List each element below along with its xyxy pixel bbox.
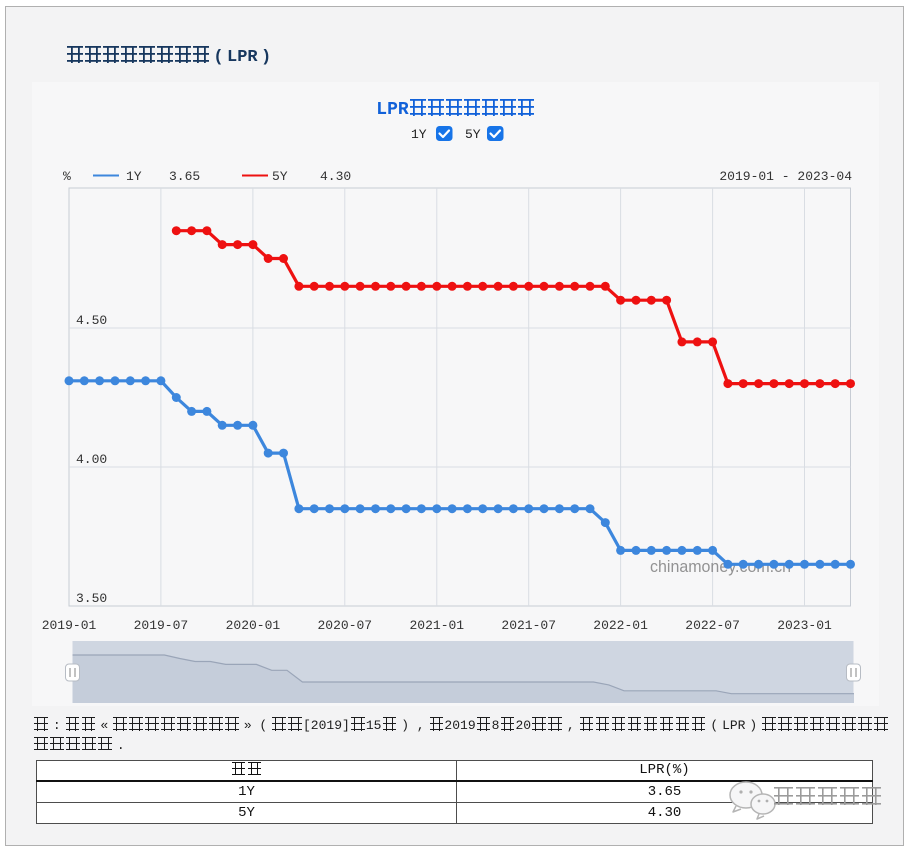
svg-text:2019-01: 2019-01	[42, 618, 97, 633]
svg-text:2019-01 - 2023-04: 2019-01 - 2023-04	[719, 169, 852, 184]
svg-text:2022-01: 2022-01	[593, 618, 648, 633]
svg-text:4.00: 4.00	[76, 452, 107, 467]
svg-text:2020-07: 2020-07	[317, 618, 372, 633]
svg-text:2023-01: 2023-01	[777, 618, 832, 633]
svg-text:3.65: 3.65	[169, 169, 200, 184]
svg-text:2021-07: 2021-07	[501, 618, 556, 633]
svg-text:%: %	[63, 169, 71, 184]
svg-text:2021-01: 2021-01	[409, 618, 464, 633]
svg-text:chinamoney.com.cn: chinamoney.com.cn	[650, 557, 791, 576]
svg-text:2019-07: 2019-07	[134, 618, 189, 633]
svg-text:2020-01: 2020-01	[226, 618, 281, 633]
svg-text:1Y: 1Y	[126, 169, 142, 184]
svg-text:1Y: 1Y	[411, 127, 427, 142]
svg-text:4.50: 4.50	[76, 313, 107, 328]
svg-text:4.30: 4.30	[320, 169, 351, 184]
svg-text:5Y: 5Y	[272, 169, 288, 184]
svg-text:2022-07: 2022-07	[685, 618, 740, 633]
svg-text:3.50: 3.50	[76, 591, 107, 606]
svg-text:5Y: 5Y	[465, 127, 481, 142]
